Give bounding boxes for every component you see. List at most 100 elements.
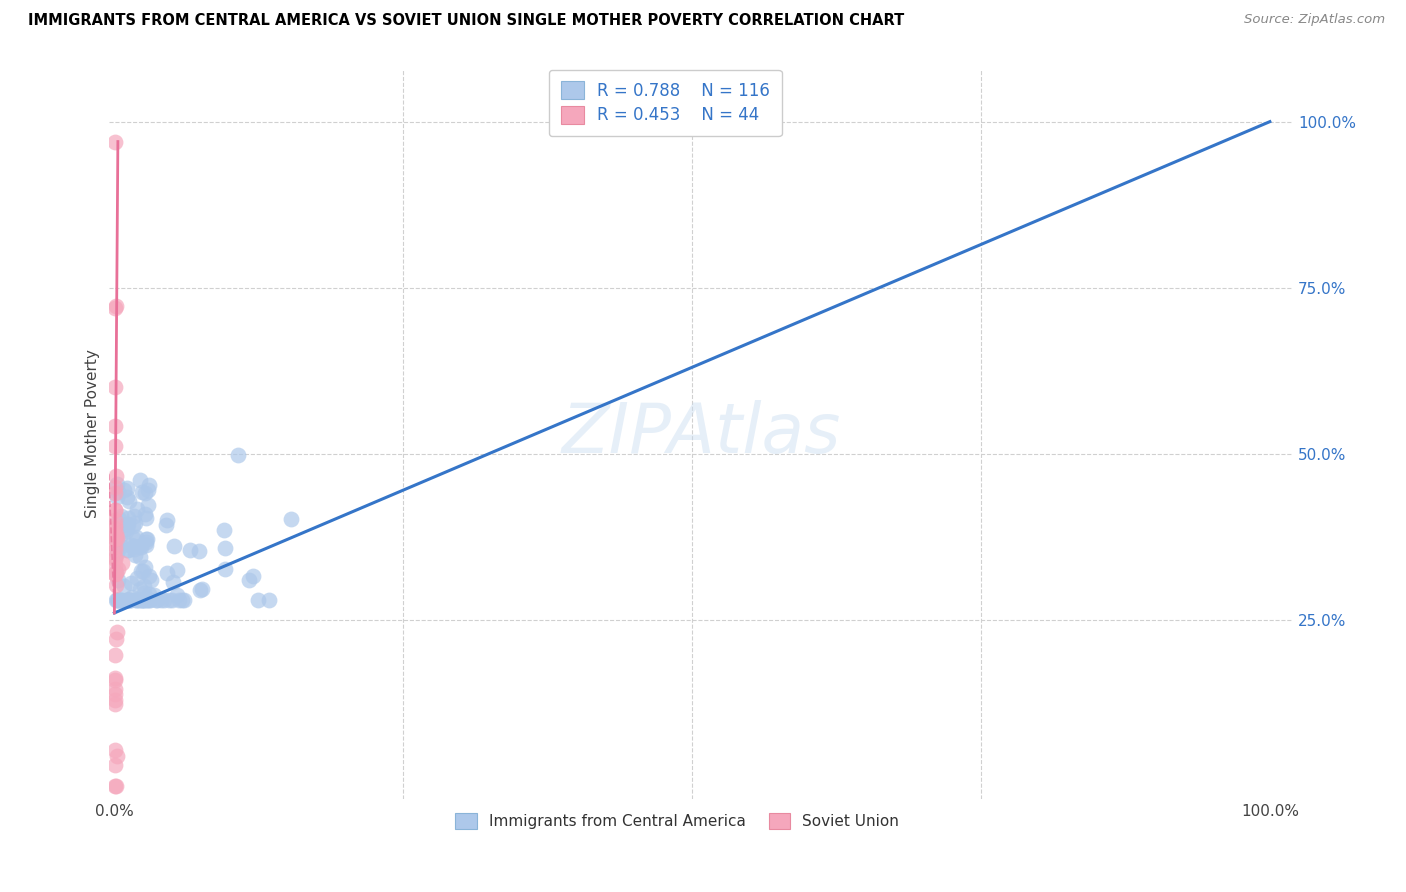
Point [159,592,181,607]
Point [110,592,132,607]
Point [104,779,127,793]
Point [120,592,142,607]
Point [105,490,128,504]
Point [121,592,143,607]
Point [135,535,157,549]
Point [104,299,127,313]
Point [118,493,141,508]
Point [122,540,145,554]
Point [117,517,139,532]
Point [104,469,127,483]
Point [117,511,139,525]
Point [166,562,188,576]
Point [103,567,125,582]
Point [134,560,156,574]
Point [105,632,128,646]
Point [138,592,160,607]
Point [125,592,148,607]
Point [135,592,157,607]
Point [156,566,179,580]
Point [104,552,127,566]
Point [105,531,128,545]
Point [145,592,167,607]
Point [104,648,127,663]
Point [135,537,157,551]
Point [103,380,125,394]
Point [104,531,127,545]
Point [114,592,136,607]
Point [112,483,135,497]
Point [163,539,186,553]
Point [104,543,127,558]
Point [110,509,132,524]
Point [115,517,138,532]
Point [187,544,209,558]
Point [156,512,179,526]
Point [135,592,157,607]
Point [108,512,131,526]
Point [136,498,159,512]
Point [138,568,160,582]
Point [104,518,127,533]
Point [107,573,129,587]
Point [104,592,127,607]
Point [247,592,270,607]
Point [124,509,146,524]
Point [107,485,129,500]
Point [188,582,211,597]
Point [125,571,148,585]
Point [134,507,156,521]
Point [179,542,201,557]
Point [104,418,127,433]
Point [167,592,190,607]
Point [104,565,127,579]
Point [124,548,146,562]
Point [104,687,127,701]
Text: ZIPAtlas: ZIPAtlas [561,401,841,467]
Point [104,527,127,541]
Point [128,592,150,607]
Point [104,578,127,592]
Point [129,539,152,553]
Point [104,480,127,494]
Point [214,562,236,576]
Point [118,592,141,607]
Point [104,439,127,453]
Point [103,135,125,149]
Point [136,483,159,497]
Point [104,540,127,554]
Point [104,520,127,534]
Point [135,510,157,524]
Point [129,582,152,596]
Point [125,592,148,607]
Point [132,592,155,607]
Point [118,592,141,607]
Point [108,592,131,607]
Point [105,566,128,580]
Point [115,491,138,505]
Point [104,693,127,707]
Point [120,538,142,552]
Point [138,477,160,491]
Point [108,529,131,543]
Point [138,587,160,601]
Point [135,532,157,546]
Point [115,592,138,607]
Point [104,532,127,546]
Point [104,503,127,517]
Point [105,477,128,491]
Point [127,501,149,516]
Point [103,757,125,772]
Point [115,592,138,607]
Point [103,697,125,711]
Point [121,590,143,604]
Point [131,592,153,607]
Point [142,588,165,602]
Point [104,503,127,517]
Point [104,558,127,573]
Point [112,579,135,593]
Point [131,592,153,607]
Point [103,681,125,696]
Point [124,531,146,545]
Point [162,574,184,589]
